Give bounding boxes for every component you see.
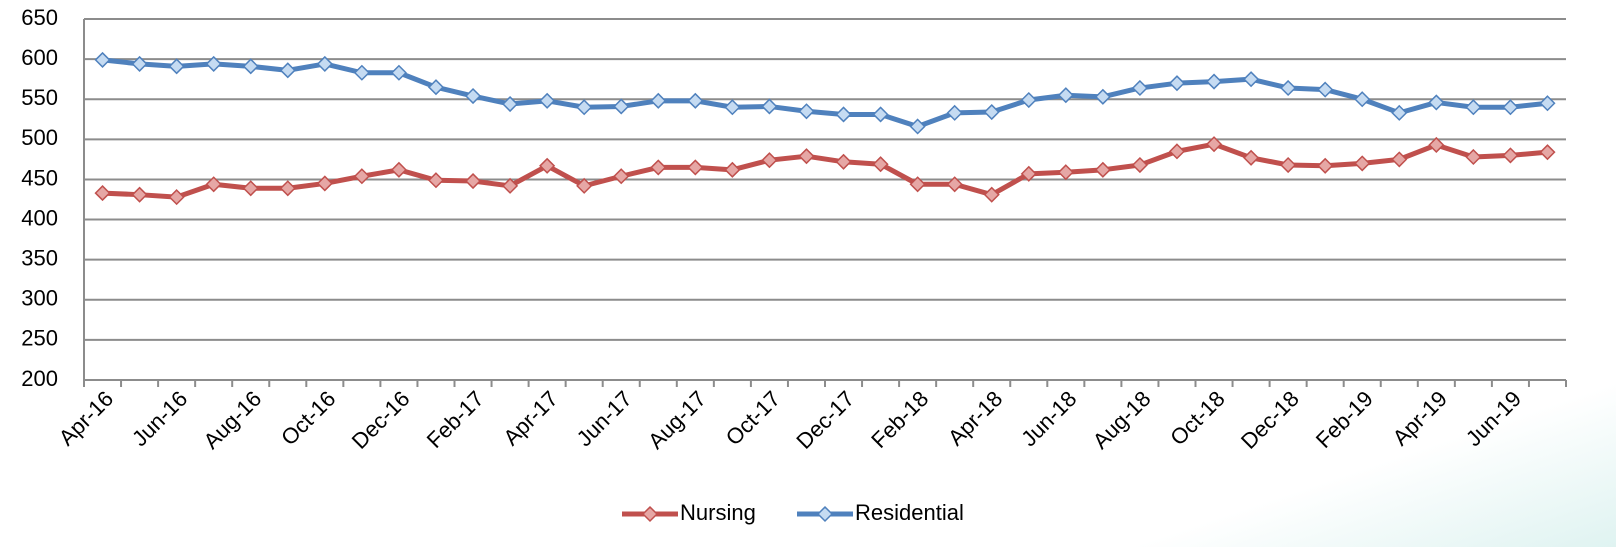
y-tick-label: 500: [21, 125, 58, 150]
y-tick-label: 200: [21, 366, 58, 391]
legend-label: Nursing: [680, 500, 756, 525]
chart: 200250300350400450500550600650Apr-16Jun-…: [0, 0, 1616, 547]
y-tick-label: 350: [21, 245, 58, 270]
y-tick-label: 400: [21, 205, 58, 230]
legend-label: Residential: [855, 500, 964, 525]
y-tick-label: 650: [21, 5, 58, 30]
y-tick-label: 550: [21, 85, 58, 110]
background: [0, 0, 1616, 547]
y-tick-label: 250: [21, 326, 58, 351]
y-tick-label: 450: [21, 165, 58, 190]
y-tick-label: 300: [21, 286, 58, 311]
y-tick-label: 600: [21, 45, 58, 70]
